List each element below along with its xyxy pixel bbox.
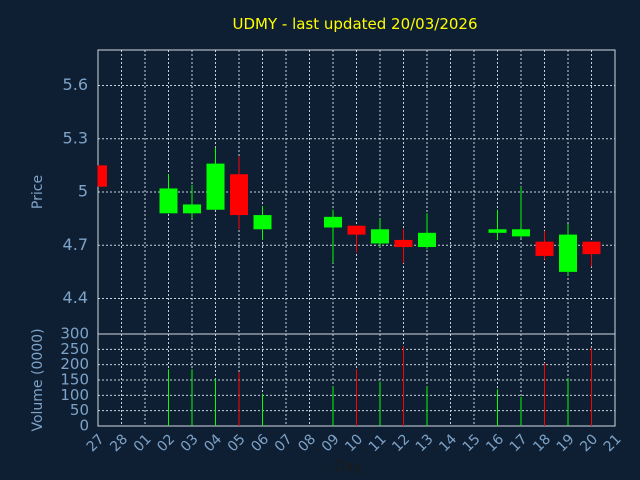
x-tick-label: 28 bbox=[107, 431, 131, 455]
x-tick-label: 04 bbox=[201, 431, 225, 455]
x-tick-label: 07 bbox=[272, 431, 296, 455]
x-ticks: 27 28 01 02 03 04 05 06 07 08 09 10 11 12 13 14 15 16 17 18… bbox=[84, 431, 625, 455]
candle bbox=[559, 223, 577, 276]
candle bbox=[159, 174, 178, 214]
candle-body bbox=[183, 204, 201, 214]
x-tick-label: 12 bbox=[389, 431, 413, 455]
candle-body bbox=[347, 225, 366, 235]
candle bbox=[535, 231, 554, 260]
candle-body bbox=[98, 165, 107, 187]
x-tick-label: 17 bbox=[507, 431, 531, 455]
candle-body bbox=[535, 241, 554, 256]
volume-y-tick-label: 50 bbox=[70, 401, 89, 419]
price-y-tick-label: 5 bbox=[78, 182, 88, 201]
x-tick-label: 16 bbox=[483, 431, 507, 455]
x-tick-label: 20 bbox=[577, 431, 601, 455]
candle-body bbox=[418, 232, 436, 248]
x-tick-label: 13 bbox=[413, 431, 437, 455]
volume-y-tick-label: 100 bbox=[60, 386, 89, 404]
x-tick-label: 08 bbox=[295, 431, 319, 455]
volume-y-tick-label: 150 bbox=[60, 371, 89, 389]
price-y-tick-label: 5.3 bbox=[63, 128, 88, 147]
candle bbox=[418, 213, 436, 249]
candle-body bbox=[488, 229, 507, 233]
x-tick-label: 18 bbox=[530, 431, 554, 455]
candle bbox=[582, 241, 601, 267]
candle bbox=[97, 165, 107, 187]
volume-y-tick-label: 200 bbox=[60, 355, 89, 373]
price-y-ticks: 4.4 4.7 5 5.3 5.6 bbox=[63, 75, 88, 307]
candle bbox=[394, 229, 413, 263]
volume-y-tick-label: 300 bbox=[60, 325, 89, 343]
candle-body bbox=[230, 174, 248, 216]
candle bbox=[253, 206, 272, 240]
x-axis-label: Day bbox=[334, 459, 362, 475]
candle-body bbox=[394, 239, 413, 248]
candle-body bbox=[512, 229, 530, 237]
candles bbox=[97, 147, 601, 276]
candle bbox=[488, 209, 507, 240]
x-tick-label: 14 bbox=[436, 431, 460, 455]
candle-body bbox=[253, 215, 272, 230]
x-tick-label: 01 bbox=[131, 431, 155, 455]
candle-body bbox=[371, 229, 389, 244]
candle bbox=[206, 147, 225, 210]
candle-body bbox=[324, 216, 342, 228]
candle-body bbox=[559, 234, 577, 272]
chart-title: UDMY - last updated 20/03/2026 bbox=[232, 15, 477, 33]
volume-y-tick-label: 0 bbox=[79, 417, 89, 435]
x-tick-label: 03 bbox=[178, 431, 202, 455]
price-axis-label: Price bbox=[30, 175, 46, 209]
candle bbox=[512, 186, 530, 239]
candle bbox=[371, 218, 389, 248]
price-y-tick-label: 4.4 bbox=[63, 288, 88, 307]
candle bbox=[324, 209, 342, 263]
x-tick-label: 05 bbox=[225, 431, 249, 455]
x-tick-label: 19 bbox=[554, 431, 578, 455]
x-tick-label: 06 bbox=[248, 431, 272, 455]
volume-y-tick-label: 250 bbox=[60, 340, 89, 358]
x-tick-label: 15 bbox=[460, 431, 484, 455]
x-tick-label: 10 bbox=[342, 431, 366, 455]
candle bbox=[183, 184, 201, 219]
candle-body bbox=[159, 188, 178, 214]
price-y-tick-label: 4.7 bbox=[63, 235, 88, 254]
price-y-tick-label: 5.6 bbox=[63, 75, 88, 94]
candle-body bbox=[582, 241, 601, 255]
candle bbox=[230, 156, 248, 230]
x-tick-label: 21 bbox=[601, 431, 625, 455]
x-tick-label: 11 bbox=[366, 431, 390, 455]
x-tick-label: 09 bbox=[319, 431, 343, 455]
candle bbox=[347, 225, 366, 253]
volume-axis-label: Volume (0000) bbox=[30, 328, 46, 431]
x-tick-label: 02 bbox=[154, 431, 178, 455]
volume-bars bbox=[168, 346, 592, 426]
candle-body bbox=[206, 163, 225, 210]
price-grid bbox=[98, 50, 615, 334]
x-tick-label: 27 bbox=[84, 431, 108, 455]
